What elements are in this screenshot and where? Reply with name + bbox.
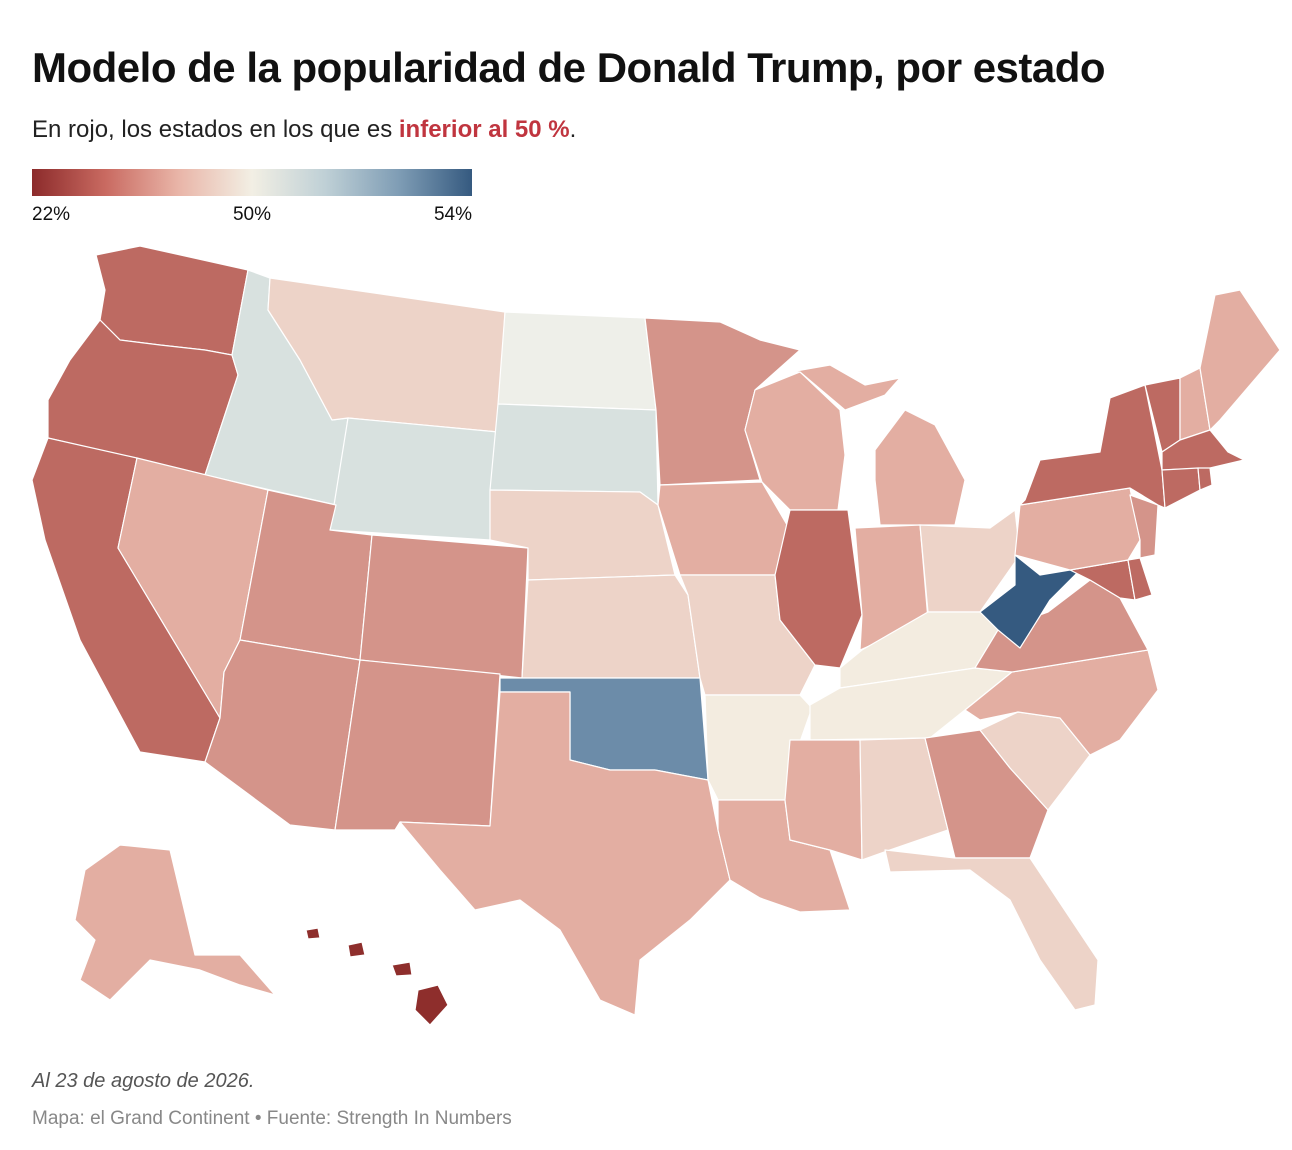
state-alabama bbox=[859, 737, 949, 861]
legend-gradient-bar bbox=[32, 169, 472, 196]
state-delaware bbox=[1127, 557, 1153, 601]
state-connecticut bbox=[1161, 467, 1201, 509]
state-maine bbox=[1199, 289, 1281, 431]
state-north-dakota bbox=[497, 311, 657, 411]
state-arizona bbox=[204, 639, 361, 831]
state-michigan bbox=[874, 409, 966, 526]
state-new-jersey bbox=[1129, 494, 1159, 559]
state-wyoming bbox=[329, 417, 499, 541]
subtitle-end: . bbox=[569, 116, 577, 143]
chart-subtitle: En rojo, los estados en los que es infer… bbox=[32, 116, 576, 144]
subtitle-highlight: inferior al 50 % bbox=[398, 116, 570, 143]
chart-title: Modelo de la popularidad de Donald Trump… bbox=[32, 44, 1106, 91]
state-colorado bbox=[359, 534, 529, 679]
state-texas bbox=[399, 691, 731, 1016]
us-states-map bbox=[31, 245, 1281, 1026]
state-new-mexico bbox=[334, 659, 501, 831]
state-mississippi bbox=[784, 739, 863, 861]
state-hawaii-big-island bbox=[414, 984, 449, 1026]
state-new-york bbox=[1019, 384, 1166, 509]
state-rhode-island bbox=[1197, 467, 1213, 491]
date-note: Al 23 de agosto de 2026. bbox=[32, 1070, 255, 1092]
state-michigan-upper bbox=[789, 364, 901, 411]
state-iowa bbox=[657, 481, 791, 576]
state-alaska bbox=[74, 844, 276, 1001]
state-kansas bbox=[521, 574, 701, 679]
legend-min-label: 22% bbox=[32, 204, 71, 225]
state-hawaii-oahu bbox=[347, 941, 366, 958]
state-hawaii-maui bbox=[391, 961, 413, 977]
source-credit: Mapa: el Grand Continent • Fuente: Stren… bbox=[32, 1108, 512, 1129]
legend-ticks: 22% 50% 54% bbox=[32, 201, 472, 227]
subtitle-text: En rojo, los estados en los que es bbox=[32, 116, 399, 143]
legend-mid-label: 50% bbox=[232, 204, 272, 225]
color-legend: 22% 50% 54% bbox=[32, 169, 472, 227]
state-florida bbox=[884, 849, 1099, 1011]
state-illinois bbox=[774, 509, 863, 669]
legend-max-label: 54% bbox=[433, 204, 472, 225]
state-hawaii-kauai bbox=[305, 927, 321, 940]
